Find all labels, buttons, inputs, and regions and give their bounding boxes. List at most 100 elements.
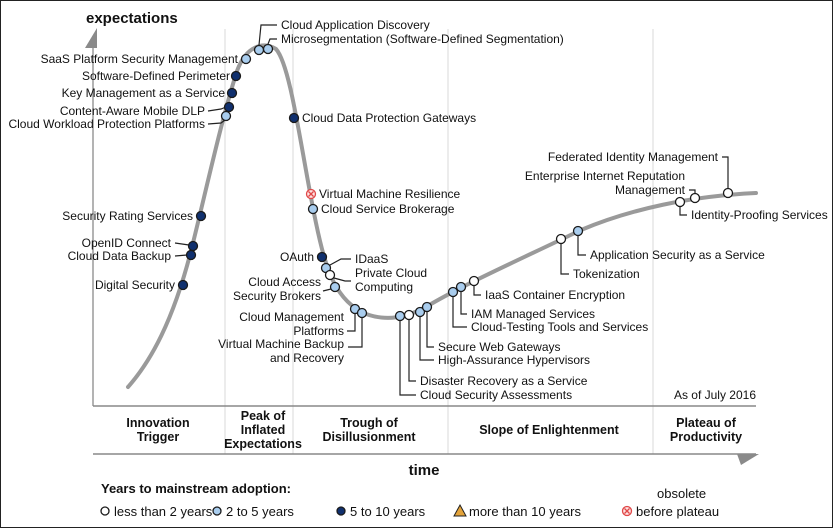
technology-label: Identity-Proofing Services bbox=[691, 208, 828, 222]
adoption-marker-2to5 bbox=[356, 307, 368, 319]
technology-label: Virtual Machine Backup bbox=[218, 337, 344, 351]
leader-line bbox=[460, 292, 467, 315]
adoption-marker-2to5 bbox=[329, 281, 341, 293]
technology-item: IAM Managed Services bbox=[455, 281, 595, 321]
technology-label: Content-Aware Mobile DLP bbox=[60, 104, 205, 118]
leader-line bbox=[679, 207, 687, 216]
leader-line bbox=[577, 236, 586, 256]
x-mark bbox=[308, 191, 314, 197]
technology-item: SaaS Platform Security Management bbox=[41, 52, 252, 66]
adoption-marker-5to10 bbox=[226, 87, 238, 99]
leader-line bbox=[689, 189, 696, 193]
technology-item: OpenID Connect bbox=[82, 236, 199, 252]
technology-label: Virtual Machine Resilience bbox=[319, 187, 461, 201]
legend-item-2to5: 2 to 5 years bbox=[212, 504, 294, 519]
adoption-marker-2to5 bbox=[447, 286, 459, 298]
technology-label: Digital Security bbox=[95, 278, 175, 292]
legend-label: less than 2 years bbox=[114, 504, 213, 519]
technology-label: Cloud Data Protection Gateways bbox=[302, 111, 476, 125]
adoption-marker-5to10 bbox=[195, 210, 207, 222]
adoption-marker-lt2 bbox=[403, 309, 415, 321]
phase-label: Productivity bbox=[670, 430, 742, 444]
leader-line bbox=[322, 288, 332, 292]
legend-gt10-icon bbox=[453, 503, 467, 517]
technology-label: Cloud Service Brokerage bbox=[321, 202, 455, 216]
adoption-marker-5to10 bbox=[177, 279, 189, 291]
technology-label: Private Cloud bbox=[355, 266, 427, 280]
technology-label: Cloud Data Backup bbox=[68, 249, 172, 263]
phase-label: Disillusionment bbox=[322, 430, 416, 444]
x-axis-arrow-icon bbox=[737, 454, 759, 465]
technology-label: Computing bbox=[355, 280, 413, 294]
technology-item: Content-Aware Mobile DLP bbox=[60, 101, 235, 118]
legend-5to10-icon bbox=[336, 506, 346, 516]
phase-label: Expectations bbox=[224, 437, 302, 451]
technology-item: IDaaS bbox=[320, 252, 388, 274]
adoption-marker-2to5 bbox=[262, 43, 274, 55]
phase-label: Trough of bbox=[340, 416, 398, 430]
technology-item: Secure Web Gateways bbox=[421, 301, 561, 354]
technology-label: OAuth bbox=[280, 250, 314, 264]
legend-item-gt10: more than 10 years bbox=[453, 503, 582, 519]
technology-label: Enterprise Internet Reputation bbox=[525, 169, 685, 183]
leader-line bbox=[560, 244, 569, 275]
technology-label: SaaS Platform Security Management bbox=[41, 52, 239, 66]
technology-label: OpenID Connect bbox=[82, 236, 172, 250]
legend-label: before plateau bbox=[636, 504, 719, 519]
leader-line bbox=[408, 320, 416, 382]
technology-item: Federated Identity Management bbox=[548, 150, 734, 199]
legend-2to5-icon bbox=[212, 506, 222, 516]
technology-item: OAuth bbox=[280, 250, 328, 264]
adoption-marker-2to5 bbox=[421, 301, 433, 313]
adoption-marker-5to10 bbox=[187, 240, 199, 252]
technology-item: High-Assurance Hypervisors bbox=[414, 306, 590, 367]
adoption-marker-2to5 bbox=[240, 53, 252, 65]
technology-label: Software-Defined Perimeter bbox=[82, 69, 230, 83]
adoption-marker-2to5 bbox=[455, 281, 467, 293]
adoption-marker-lt2 bbox=[689, 192, 701, 204]
legend-item-5to10: 5 to 10 years bbox=[336, 504, 426, 519]
technology-item: Cloud-Testing Tools and Services bbox=[447, 286, 648, 334]
technology-label: Application Security as a Service bbox=[590, 248, 765, 262]
technology-item: Digital Security bbox=[95, 278, 189, 292]
phase-label: Peak of bbox=[241, 409, 286, 423]
technology-label: Security Brokers bbox=[233, 289, 321, 303]
leader-line bbox=[419, 317, 434, 361]
technology-item: IaaS Container Encryption bbox=[468, 275, 625, 302]
as-of-date: As of July 2016 bbox=[674, 388, 756, 402]
adoption-marker-lt2 bbox=[674, 196, 686, 208]
technology-item: Identity-Proofing Services bbox=[674, 196, 828, 222]
leader-line bbox=[174, 242, 190, 246]
leader-line bbox=[399, 321, 416, 396]
technology-item: Cloud Workload Protection Platforms bbox=[8, 110, 232, 131]
y-axis-label: expectations bbox=[86, 10, 178, 27]
adoption-marker-5to10 bbox=[223, 101, 235, 113]
technology-label: Cloud Security Assessments bbox=[420, 388, 572, 402]
adoption-marker-2to5 bbox=[220, 110, 232, 122]
adoption-marker-5to10 bbox=[316, 251, 328, 263]
adoption-marker-lt2 bbox=[468, 275, 480, 287]
technology-label: Cloud Application Discovery bbox=[281, 18, 430, 32]
phase-label: Plateau of bbox=[676, 416, 737, 430]
technology-label: Cloud Management bbox=[239, 310, 344, 324]
technology-item: Virtual Machine Resilience bbox=[305, 187, 461, 201]
phase-label: Trigger bbox=[137, 430, 180, 444]
legend-obsolete-icon bbox=[621, 505, 633, 517]
technology-item: Microsegmentation (Software-Defined Segm… bbox=[262, 32, 564, 55]
technology-label: Secure Web Gateways bbox=[438, 340, 561, 354]
adoption-marker-lt2 bbox=[722, 187, 734, 199]
technology-item: Cloud Security Assessments bbox=[394, 310, 572, 402]
phase-label: Inflated bbox=[241, 423, 285, 437]
technology-item: Security Rating Services bbox=[62, 209, 207, 223]
leader-line bbox=[348, 318, 363, 348]
phase-label: Innovation bbox=[126, 416, 189, 430]
technology-label: and Recovery bbox=[270, 351, 344, 365]
leader-line bbox=[207, 119, 226, 125]
legend-item-lt2: less than 2 years bbox=[100, 504, 213, 519]
adoption-marker-obsolete bbox=[305, 188, 317, 200]
leader-line bbox=[267, 38, 277, 45]
